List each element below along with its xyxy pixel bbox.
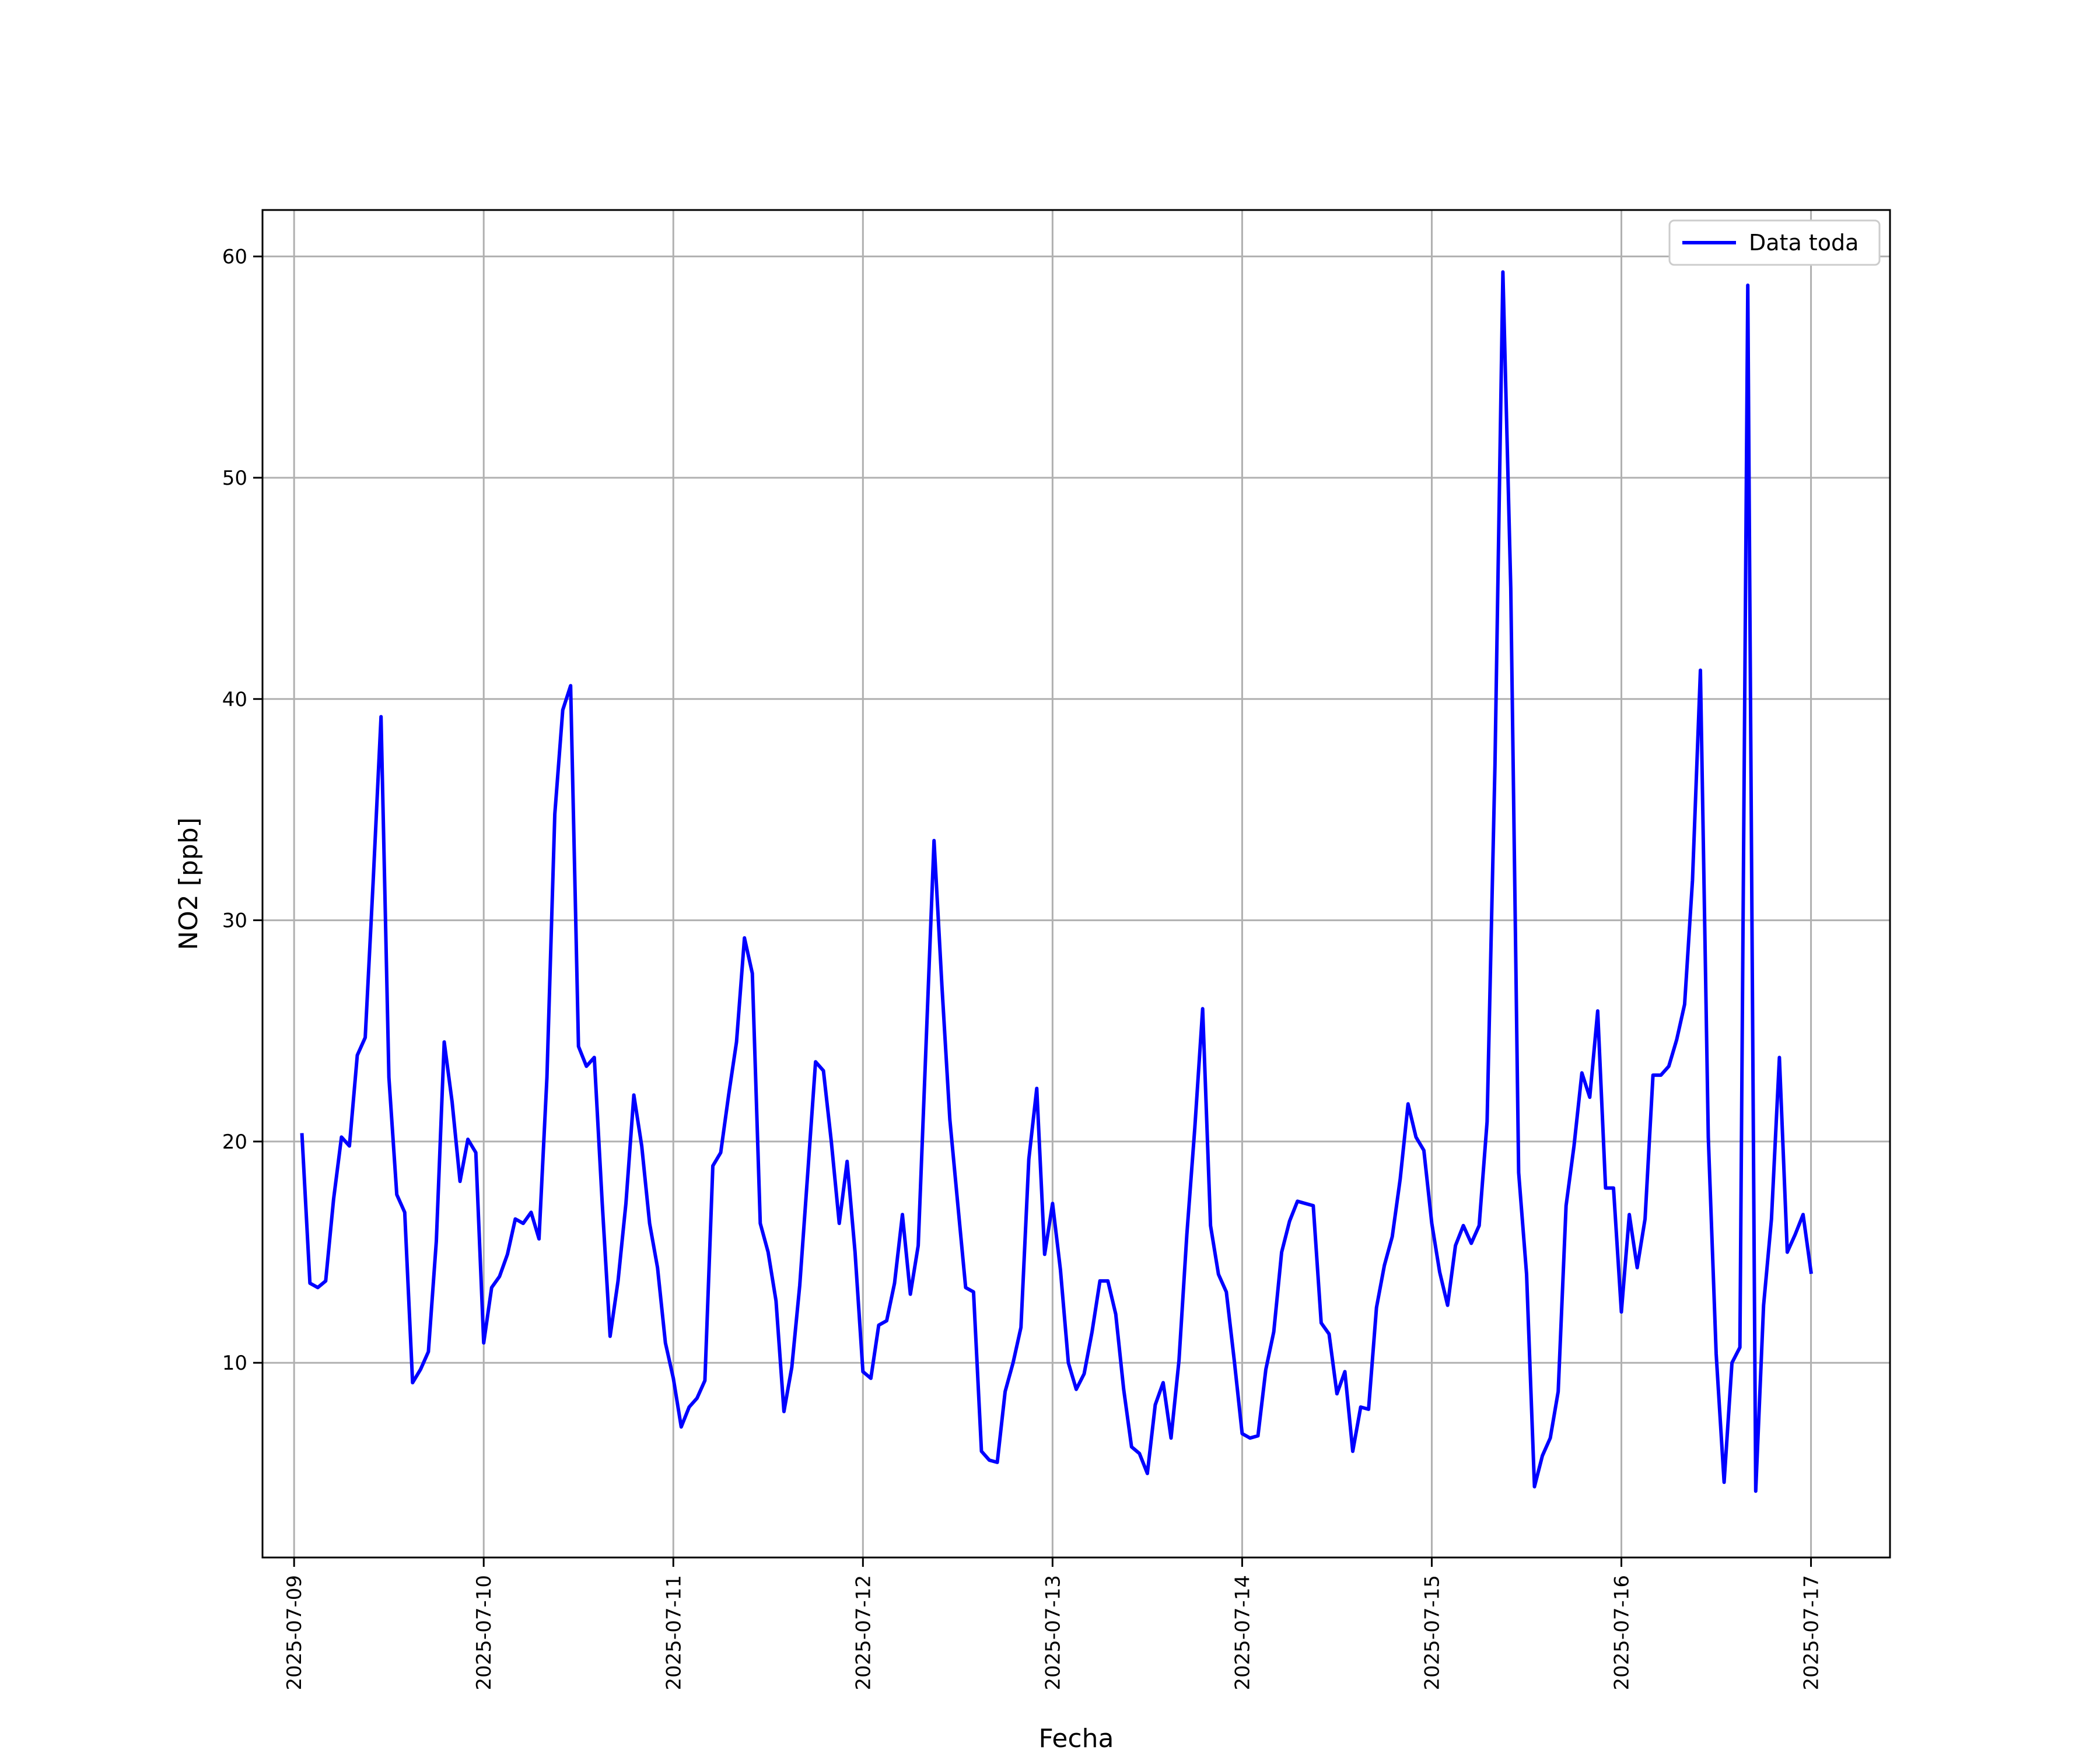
y-tick-label: 20 — [222, 1130, 247, 1154]
x-axis: 2025-07-09 2025-07-10 2025-07-11 2025-07-12… — [283, 1558, 1824, 1690]
legend-box — [1668, 219, 1881, 266]
y-tick-label: 60 — [222, 246, 247, 269]
x-tick-label: 2025-07-10 — [473, 1575, 496, 1690]
y-axis-label: NO2 [ppb] — [174, 817, 204, 950]
series-line-data-toda — [300, 270, 1813, 1493]
x-tick-label: 2025-07-14 — [1231, 1575, 1254, 1690]
grid — [262, 210, 1890, 1558]
x-tick-label: 2025-07-15 — [1420, 1575, 1444, 1690]
legend-label-data-toda: Data toda — [1749, 230, 1859, 256]
x-tick-label: 2025-07-17 — [1800, 1575, 1824, 1690]
y-axis: 10 20 30 40 50 60 — [222, 246, 262, 1375]
x-tick-label: 2025-07-12 — [852, 1575, 875, 1690]
series-layer — [300, 270, 1813, 1493]
x-axis-label: Fecha — [1038, 1724, 1114, 1750]
y-tick-label: 10 — [222, 1352, 247, 1375]
y-tick-label: 30 — [222, 909, 247, 933]
x-tick-label: 2025-07-16 — [1611, 1575, 1634, 1690]
legend: Data toda — [1668, 219, 1881, 266]
plot-frame — [261, 209, 1891, 1559]
x-tick-label: 2025-07-11 — [662, 1575, 685, 1690]
x-tick-label: 2025-07-13 — [1041, 1575, 1065, 1690]
y-tick-label: 40 — [222, 688, 247, 711]
y-tick-label: 50 — [222, 467, 247, 490]
x-tick-label: 2025-07-09 — [283, 1575, 306, 1690]
